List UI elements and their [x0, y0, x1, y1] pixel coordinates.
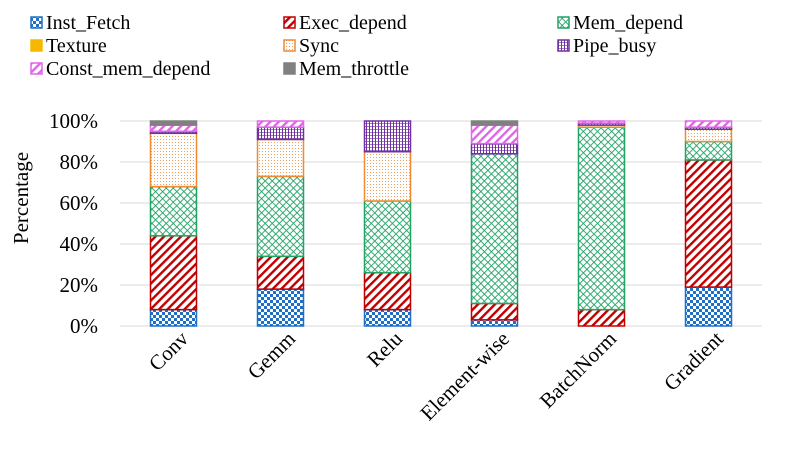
- x-tick-label: Conv: [144, 326, 194, 376]
- y-tick-label: 20%: [60, 273, 99, 297]
- bar-segment-pipe-busy: [363, 120, 412, 153]
- y-axis-label: Percentage: [9, 152, 33, 244]
- bar-segment-exec-depend: [577, 308, 626, 327]
- bar-segment-mem-throttle: [149, 120, 198, 126]
- bar-segment-const-mem-depend: [577, 120, 626, 124]
- bar-segment-exec-depend: [684, 159, 733, 288]
- y-tick-label: 80%: [60, 150, 99, 174]
- x-tick-label: Gradient: [659, 326, 728, 395]
- legend-swatch: [283, 62, 296, 75]
- bar-segment-inst-fetch: [256, 288, 305, 327]
- bar-segment-pipe-busy: [470, 142, 519, 155]
- bar-segment-mem-throttle: [470, 120, 519, 126]
- bar-segment-exec-depend: [363, 271, 412, 311]
- bars: [149, 120, 733, 327]
- legend-swatch: [557, 16, 570, 29]
- x-tick-label: BatchNorm: [535, 327, 621, 413]
- y-tick-label: 40%: [60, 232, 99, 256]
- bar-segment-inst-fetch: [684, 286, 733, 327]
- y-tick-label: 0%: [70, 314, 98, 338]
- bar-segment-mem-depend: [256, 175, 305, 258]
- legend-label: Mem_throttle: [299, 58, 409, 80]
- legend-swatch: [557, 39, 570, 52]
- legend-label: Exec_depend: [299, 12, 407, 34]
- y-tick-label: 100%: [49, 109, 98, 133]
- legend-item-pipe-busy: Pipe_busy: [557, 35, 656, 57]
- bar-gradient: [684, 120, 733, 327]
- bar-segment-inst-fetch: [470, 319, 519, 327]
- legend-label: Texture: [46, 35, 107, 57]
- bar-segment-const-mem-depend: [684, 120, 733, 128]
- legend-swatch: [30, 39, 43, 52]
- bar-segment-mem-depend: [684, 140, 733, 161]
- bar-segment-sync: [256, 138, 305, 178]
- bar-element-wise: [470, 120, 519, 327]
- bar-segment-sync: [149, 132, 198, 188]
- legend-item-mem-throttle: Mem_throttle: [283, 58, 409, 80]
- legend-item-inst-fetch: Inst_Fetch: [30, 12, 130, 34]
- x-tick-label: Gemm: [243, 327, 300, 384]
- bar-segment-sync: [684, 128, 733, 143]
- legend-swatch: [30, 16, 43, 29]
- legend-swatch: [283, 16, 296, 29]
- legend-item-texture: Texture: [30, 35, 107, 57]
- bar-gemm: [256, 120, 305, 327]
- bar-segment-mem-depend: [470, 153, 519, 305]
- x-axis: Conv Gemm Relu Element-wise BatchNorm Gradien…: [144, 326, 728, 425]
- bar-relu: [363, 120, 412, 327]
- bar-batchnorm: [577, 120, 626, 327]
- x-tick-label: Relu: [362, 326, 407, 371]
- bar-segment-const-mem-depend: [256, 120, 305, 128]
- legend-label: Pipe_busy: [573, 35, 656, 57]
- bar-segment-exec-depend: [149, 235, 198, 311]
- legend-item-sync: Sync: [283, 35, 339, 57]
- bar-segment-mem-depend: [149, 185, 198, 237]
- bar-segment-const-mem-depend: [149, 124, 198, 132]
- legend-swatch: [30, 62, 43, 75]
- bar-conv: [149, 120, 198, 327]
- bar-segment-exec-depend: [470, 302, 519, 321]
- legend-item-exec-depend: Exec_depend: [283, 12, 407, 34]
- bar-segment-const-mem-depend: [470, 124, 519, 145]
- bar-segment-mem-depend: [577, 126, 626, 311]
- legend-label: Sync: [299, 35, 339, 57]
- legend-item-const-mem-depend: Const_mem_depend: [30, 58, 210, 80]
- gridlines: [120, 120, 762, 327]
- legend-label: Inst_Fetch: [46, 12, 130, 34]
- legend-item-mem-depend: Mem_depend: [557, 12, 683, 34]
- x-tick-label: Element-wise: [415, 327, 514, 426]
- y-axis: 0% 20% 40% 60% 80% 100%: [49, 109, 98, 338]
- legend-label: Const_mem_depend: [46, 58, 210, 80]
- bar-segment-exec-depend: [256, 255, 305, 290]
- legend-swatch: [283, 39, 296, 52]
- bar-segment-sync: [363, 151, 412, 202]
- bar-segment-pipe-busy: [256, 126, 305, 141]
- bar-segment-inst-fetch: [149, 308, 198, 327]
- bar-segment-inst-fetch: [363, 308, 412, 327]
- legend: Inst_Fetch Exec_depend Mem_depend Texture Sy…: [30, 12, 683, 80]
- legend-label: Mem_depend: [573, 12, 683, 34]
- bar-segment-mem-depend: [363, 200, 412, 274]
- y-tick-label: 60%: [60, 191, 99, 215]
